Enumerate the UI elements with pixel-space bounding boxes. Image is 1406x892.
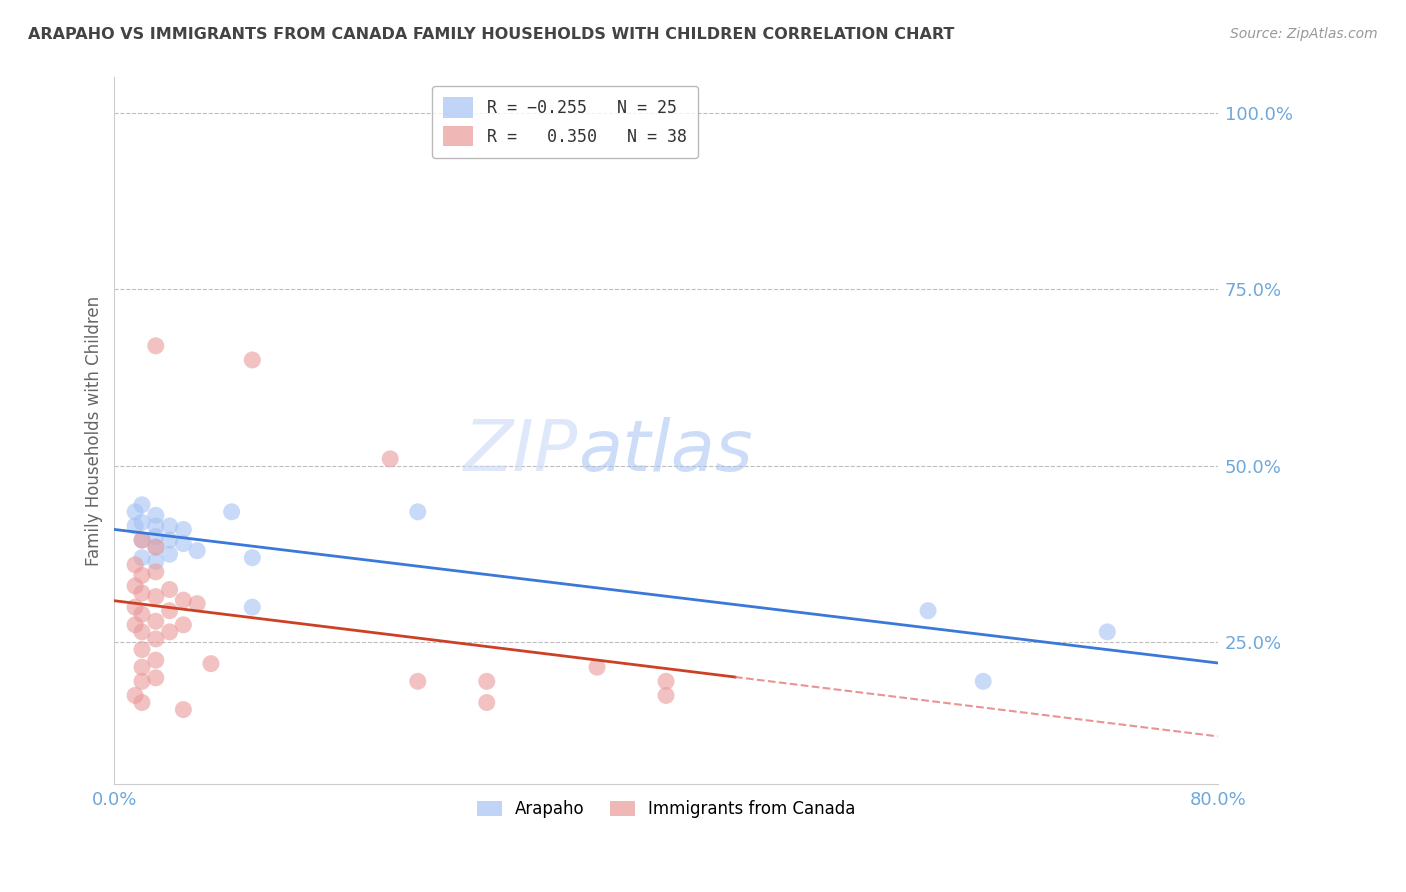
Point (145, 565, 167, 579)
Point (131, 607, 153, 622)
Legend: Arapaho, Immigrants from Canada: Arapaho, Immigrants from Canada (470, 794, 862, 825)
Point (145, 554, 167, 568)
Point (145, 615, 167, 629)
Point (172, 617, 194, 632)
Point (131, 660, 153, 674)
Point (240, 353, 263, 368)
Point (655, 689, 678, 703)
Point (406, 505, 429, 519)
Point (221, 505, 243, 519)
Point (131, 642, 153, 657)
Point (124, 579, 146, 593)
Point (131, 516, 153, 530)
Point (159, 582, 181, 597)
Point (131, 696, 153, 710)
Point (145, 519, 167, 533)
Point (475, 674, 498, 689)
Text: atlas: atlas (578, 417, 752, 486)
Point (655, 674, 678, 689)
Point (159, 547, 181, 561)
Point (131, 624, 153, 639)
Text: Source: ZipAtlas.com: Source: ZipAtlas.com (1230, 27, 1378, 41)
Point (145, 529, 167, 543)
Point (131, 550, 153, 565)
Point (124, 617, 146, 632)
Text: ARAPAHO VS IMMIGRANTS FROM CANADA FAMILY HOUSEHOLDS WITH CHILDREN CORRELATION CH: ARAPAHO VS IMMIGRANTS FROM CANADA FAMILY… (28, 27, 955, 42)
Y-axis label: Family Households with Children: Family Households with Children (86, 295, 103, 566)
Point (917, 604, 939, 618)
Point (159, 533, 181, 547)
Point (586, 660, 609, 674)
Point (124, 558, 146, 572)
Point (131, 586, 153, 600)
Point (131, 498, 153, 512)
Point (124, 519, 146, 533)
Point (972, 674, 994, 689)
Point (145, 590, 167, 604)
Point (131, 674, 153, 689)
Point (240, 550, 263, 565)
Point (124, 689, 146, 703)
Point (145, 671, 167, 685)
Point (145, 540, 167, 554)
Point (240, 600, 263, 615)
Point (145, 632, 167, 646)
Point (1097, 624, 1119, 639)
Point (131, 533, 153, 547)
Point (131, 568, 153, 582)
Point (380, 451, 402, 466)
Point (145, 508, 167, 523)
Point (172, 523, 194, 537)
Point (124, 505, 146, 519)
Point (124, 600, 146, 615)
Text: ZIP: ZIP (464, 417, 578, 486)
Point (186, 597, 208, 611)
Point (131, 533, 153, 547)
Point (475, 696, 498, 710)
Point (145, 339, 167, 353)
Point (172, 593, 194, 607)
Point (186, 543, 208, 558)
Point (159, 624, 181, 639)
Point (200, 657, 222, 671)
Point (145, 540, 167, 554)
Point (172, 702, 194, 716)
Point (159, 519, 181, 533)
Point (172, 536, 194, 550)
Point (406, 674, 429, 689)
Point (145, 653, 167, 667)
Point (159, 604, 181, 618)
